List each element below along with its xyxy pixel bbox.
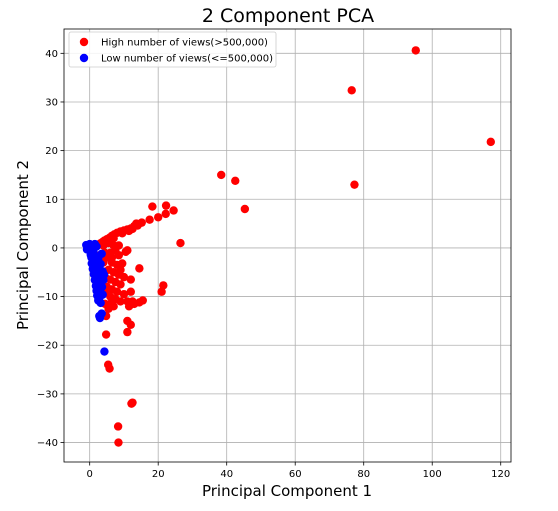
y-tick-label: −40: [37, 438, 58, 449]
scatter-point-low-views: [95, 313, 105, 323]
scatter-point-high-views: [116, 265, 125, 275]
x-axis-title: Principal Component 1: [202, 482, 372, 500]
scatter-point-high-views: [107, 253, 117, 262]
scatter-point-high-views: [109, 302, 118, 311]
legend-label-low-views: Low number of views(<=500,000): [101, 54, 273, 65]
legend-box: [68, 31, 277, 68]
scatter-point-high-views: [350, 180, 359, 189]
scatter-point-high-views: [240, 204, 250, 214]
data-points: [82, 46, 495, 447]
x-tick-label: 120: [491, 469, 510, 480]
scatter-point-high-views: [114, 241, 124, 250]
scatter-point-high-views: [123, 246, 132, 255]
scatter-point-low-views: [96, 259, 105, 269]
scatter-point-high-views: [176, 238, 185, 248]
scatter-point-high-views: [133, 221, 142, 230]
x-tick-label: 0: [87, 469, 93, 480]
scatter-point-high-views: [161, 209, 170, 219]
scatter-point-high-views: [161, 201, 171, 210]
y-tick-label: 0: [52, 243, 58, 254]
scatter-point-high-views: [148, 202, 157, 211]
scatter-point-high-views: [119, 289, 129, 299]
scatter-point-low-views: [96, 298, 105, 308]
scatter-point-high-views: [153, 213, 163, 222]
scatter-point-high-views: [157, 287, 166, 296]
scatter-point-low-views: [89, 247, 98, 256]
scatter-point-high-views: [135, 264, 144, 273]
x-tick-label: 20: [152, 469, 165, 480]
y-tick-label: −10: [37, 292, 58, 303]
scatter-point-high-views: [145, 215, 154, 224]
legend-marker-low-views: [79, 53, 89, 63]
scatter-point-low-views: [98, 290, 107, 299]
legend: High number of views(>500,000) Low numbe…: [68, 31, 277, 68]
scatter-point-high-views: [123, 327, 132, 337]
scatter-point-high-views: [126, 320, 135, 330]
x-tick-label: 60: [289, 469, 302, 480]
y-tick-label: −30: [37, 389, 58, 400]
scatter-point-high-views: [105, 364, 114, 373]
chart-title: 2 Component PCA: [202, 5, 374, 27]
scatter-point-high-views: [116, 280, 125, 289]
legend-marker-high-views: [79, 37, 89, 47]
scatter-point-high-views: [114, 438, 123, 447]
x-tick-label: 40: [220, 469, 233, 480]
y-tick-label: 30: [45, 97, 58, 108]
scatter-point-high-views: [101, 330, 111, 339]
legend-label-high-views: High number of views(>500,000): [101, 38, 268, 49]
y-axis-title: Principal Component 2: [14, 160, 32, 330]
scatter-point-high-views: [128, 398, 137, 407]
scatter-point-high-views: [169, 206, 178, 215]
scatter-point-high-views: [118, 229, 127, 238]
scatter-point-high-views: [126, 275, 135, 284]
scatter-point-high-views: [112, 287, 122, 296]
y-tick-label: −20: [37, 341, 58, 352]
scatter-point-low-views: [85, 239, 94, 249]
x-tick-label: 100: [423, 469, 442, 480]
scatter-point-high-views: [109, 234, 118, 243]
scatter-point-high-views: [347, 86, 356, 95]
scatter-point-high-views: [113, 422, 123, 431]
x-tick-label: 80: [357, 469, 370, 480]
scatter-point-low-views: [100, 347, 109, 356]
y-tick-label: 40: [45, 49, 58, 60]
scatter-point-high-views: [126, 287, 135, 296]
scatter-point-high-views: [411, 46, 420, 55]
scatter-point-high-views: [114, 251, 124, 260]
plot-frame: [63, 28, 512, 463]
y-tick-label: 20: [45, 146, 58, 157]
scatter-point-low-views: [97, 249, 106, 258]
scatter-point-high-views: [486, 137, 495, 147]
scatter-point-high-views: [118, 259, 127, 268]
scatter-point-high-views: [138, 296, 147, 305]
scatter-point-high-views: [217, 170, 226, 180]
scatter-point-high-views: [159, 281, 168, 290]
y-tick-label: 10: [45, 195, 58, 206]
scatter-point-low-views: [97, 282, 107, 292]
axis-ticks: 0 20 40 60 80 100 120 −40 −30 −20 −10 0 10 20 30 40: [37, 49, 510, 480]
scatter-point-high-views: [231, 176, 240, 185]
grid-lines: [64, 29, 511, 462]
scatter-point-high-views: [119, 272, 129, 282]
scatter-point-high-views: [116, 297, 125, 306]
scatter-point-low-views: [99, 270, 109, 279]
